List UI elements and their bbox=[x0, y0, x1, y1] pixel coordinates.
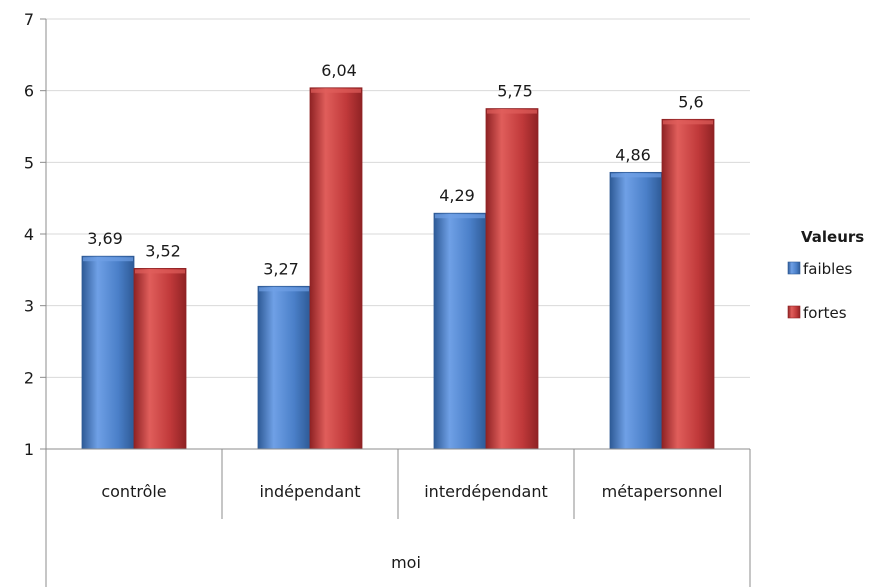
group-label: moi bbox=[391, 553, 421, 572]
bar-top-highlight bbox=[311, 88, 361, 93]
bar-top-highlight bbox=[487, 109, 537, 114]
bar-faibles-indépendant bbox=[257, 285, 311, 450]
y-tick-label: 3 bbox=[24, 297, 34, 316]
y-tick-label: 4 bbox=[24, 225, 34, 244]
bar-top-highlight bbox=[435, 214, 485, 219]
data-label: 3,69 bbox=[87, 229, 123, 248]
bar-faibles-contrôle bbox=[81, 255, 135, 450]
legend-label: fortes bbox=[803, 304, 847, 322]
category-label: interdépendant bbox=[424, 482, 548, 501]
y-tick-label: 7 bbox=[24, 10, 34, 29]
y-tick-label: 6 bbox=[24, 82, 34, 101]
data-label: 5,75 bbox=[497, 82, 533, 101]
y-tick-label: 5 bbox=[24, 153, 34, 172]
data-label: 4,86 bbox=[615, 145, 651, 164]
bar-top-highlight bbox=[135, 269, 185, 274]
bar-top-highlight bbox=[83, 257, 133, 262]
data-label: 5,6 bbox=[678, 92, 703, 111]
bar-fortes-métapersonnel bbox=[661, 118, 715, 450]
bar-faibles-métapersonnel bbox=[609, 171, 663, 450]
y-tick-label: 2 bbox=[24, 368, 34, 387]
bar-top-highlight bbox=[611, 173, 661, 178]
bar-fortes-indépendant bbox=[309, 87, 363, 450]
legend-title: Valeurs bbox=[801, 228, 864, 246]
data-label: 3,27 bbox=[263, 259, 299, 278]
category-label: métapersonnel bbox=[602, 482, 723, 501]
bar-top-highlight bbox=[259, 287, 309, 292]
bar-faibles-interdépendant bbox=[433, 212, 487, 450]
category-label: contrôle bbox=[101, 482, 166, 501]
bar-fortes-contrôle bbox=[133, 267, 187, 450]
bar-fortes-interdépendant bbox=[485, 108, 539, 450]
category-label: indépendant bbox=[259, 482, 360, 501]
legend-label: faibles bbox=[803, 260, 853, 278]
legend-swatch-fortes bbox=[787, 305, 801, 319]
data-label: 4,29 bbox=[439, 186, 475, 205]
data-label: 6,04 bbox=[321, 61, 357, 80]
data-label: 3,52 bbox=[145, 241, 181, 260]
y-tick-label: 1 bbox=[24, 440, 34, 459]
legend-swatch-faibles bbox=[787, 261, 801, 275]
bar-top-highlight bbox=[663, 120, 713, 125]
